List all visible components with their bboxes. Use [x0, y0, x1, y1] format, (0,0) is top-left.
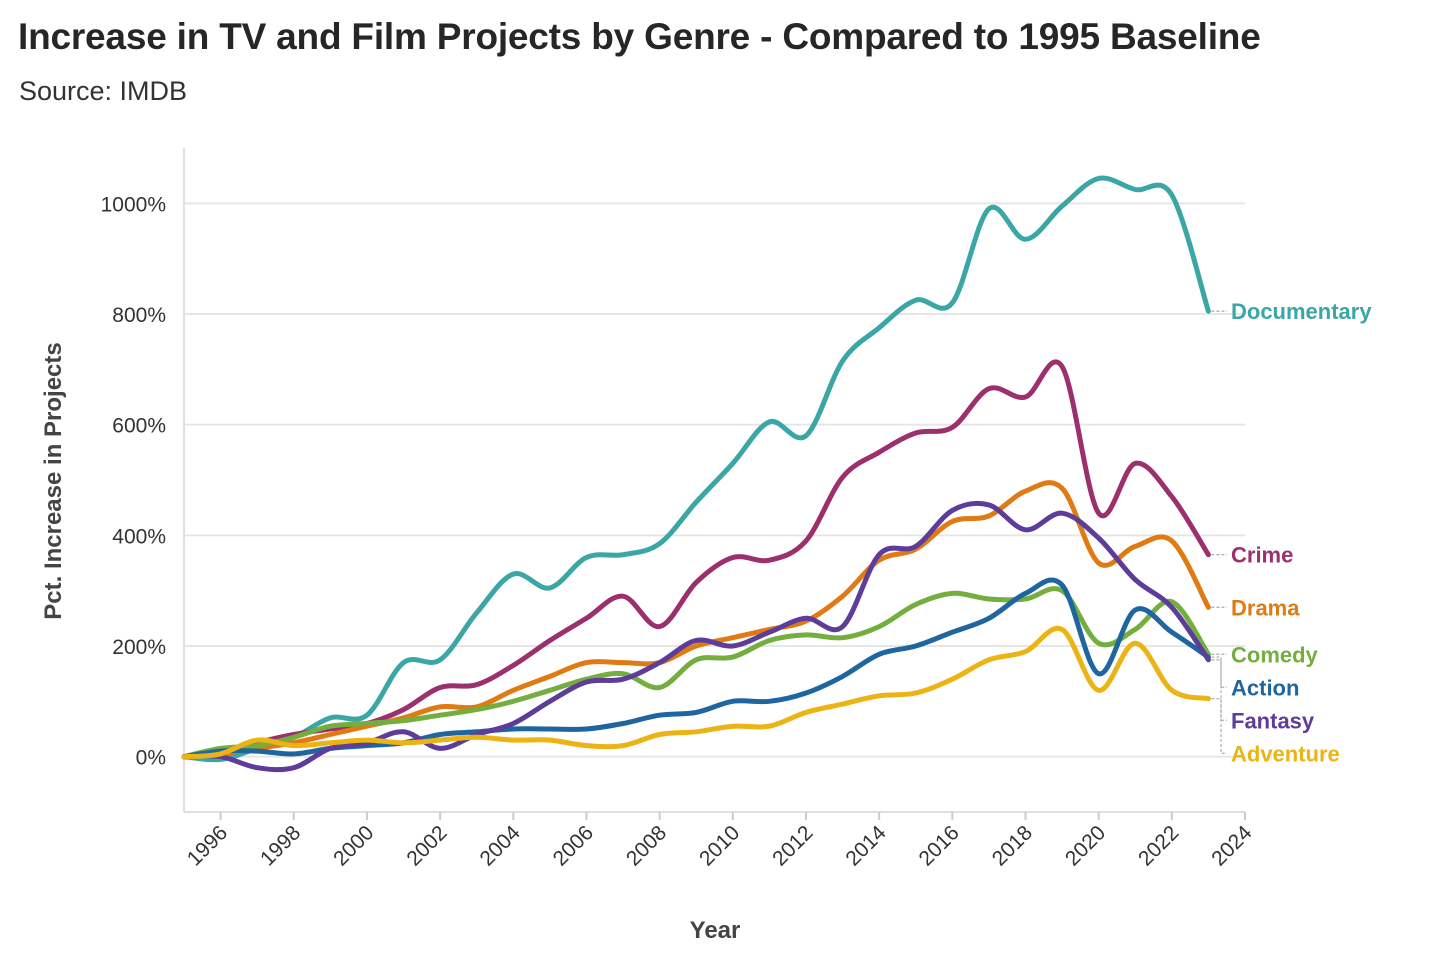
- x-tick-label: 2020: [1061, 821, 1110, 870]
- series-line-drama: [181, 480, 1211, 760]
- series-lines: [181, 175, 1211, 773]
- y-tick-label: 0%: [136, 747, 166, 770]
- series-line-adventure: [181, 625, 1211, 760]
- y-axis-title: Pct. Increase in Projects: [40, 342, 67, 619]
- series-line-documentary: [181, 175, 1211, 763]
- x-tick-label: 2024: [1207, 821, 1257, 871]
- series-label-adventure: Adventure: [1231, 741, 1340, 766]
- x-tick-label: 2008: [622, 821, 671, 870]
- x-tick-label: 1996: [183, 821, 232, 870]
- x-tick-label: 2018: [988, 821, 1037, 870]
- series-label-drama: Drama: [1231, 595, 1300, 620]
- x-tick-label: 2014: [841, 821, 891, 871]
- y-tick-label: 800%: [112, 304, 166, 327]
- y-tick-label: 400%: [112, 525, 166, 548]
- label-connector-action: [1211, 656, 1227, 688]
- chart-subtitle: Source: IMDB: [19, 76, 188, 106]
- x-tick-label: 2012: [768, 821, 817, 870]
- label-connector-fantasy: [1211, 659, 1227, 721]
- axes: 0% 200% 400% 600% 800% 1000% 1996 1998 2000 2002 2…: [101, 148, 1257, 871]
- y-tick-label: 600%: [112, 415, 166, 438]
- series-label-crime: Crime: [1231, 543, 1293, 568]
- series-label-documentary: Documentary: [1231, 299, 1372, 324]
- x-tick-label: 2016: [915, 821, 964, 870]
- series-label-fantasy: Fantasy: [1231, 708, 1315, 733]
- series-label-action: Action: [1231, 675, 1299, 700]
- x-tick-label: 2000: [329, 821, 378, 870]
- chart-title: Increase in TV and Film Projects by Genr…: [18, 16, 1261, 57]
- x-tick-label: 2010: [695, 821, 744, 870]
- series-line-comedy: [181, 586, 1211, 760]
- y-tick-label: 200%: [112, 636, 166, 659]
- x-tick-label: 2022: [1134, 821, 1183, 870]
- label-connector-adventure: [1211, 697, 1227, 754]
- x-tick-label: 1998: [256, 821, 305, 870]
- series-label-comedy: Comedy: [1231, 642, 1319, 667]
- y-tick-label: 1000%: [101, 193, 166, 216]
- x-tick-label: 2002: [402, 821, 451, 870]
- series-line-fantasy: [181, 500, 1211, 773]
- x-axis-title: Year: [690, 917, 741, 944]
- series-line-crime: [181, 359, 1211, 760]
- series-labels: Documentary Crime Drama Comedy Action Fantasy…: [1211, 299, 1372, 766]
- x-tick-label: 2004: [476, 821, 526, 871]
- x-tick-label: 2006: [549, 821, 598, 870]
